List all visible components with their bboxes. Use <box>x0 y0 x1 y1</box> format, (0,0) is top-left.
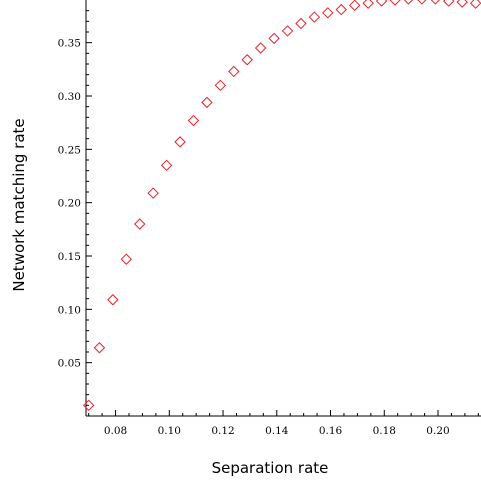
data-point <box>160 159 173 172</box>
data-point <box>93 342 106 354</box>
data-point <box>322 7 334 19</box>
y-tick-label: 0.25 <box>58 144 81 156</box>
data-point <box>430 0 440 5</box>
axes <box>85 0 481 417</box>
data-point <box>187 114 200 127</box>
data-point <box>375 0 388 7</box>
x-tick-label: 0.08 <box>104 425 127 437</box>
data-point <box>82 399 95 412</box>
x-ticks: 0.08 0.10 0.12 0.14 0.16 0.18 0.20 <box>88 410 479 437</box>
data-point <box>335 3 347 16</box>
data-point <box>201 96 213 109</box>
y-tick-label: 0.30 <box>58 91 81 103</box>
data-point <box>120 253 133 265</box>
x-tick-label: 0.18 <box>373 425 396 437</box>
y-axis-label: Network matching rate <box>10 118 28 291</box>
data-point <box>362 0 374 9</box>
data-point <box>241 54 253 66</box>
data-point <box>268 32 280 45</box>
data-point <box>417 0 427 5</box>
x-tick-label: 0.14 <box>265 425 289 437</box>
y-tick-label: 0.20 <box>58 198 81 210</box>
data-point <box>281 25 294 37</box>
data-point <box>443 0 455 7</box>
data-point <box>134 218 146 230</box>
data-points <box>82 0 481 412</box>
data-point <box>174 136 186 148</box>
data-point <box>389 0 401 6</box>
data-point <box>295 17 307 30</box>
data-point <box>308 11 321 23</box>
x-axis-label: Separation rate <box>212 459 329 477</box>
y-tick-label: 0.35 <box>58 38 81 50</box>
data-point <box>214 79 227 92</box>
x-tick-label: 0.12 <box>211 425 234 437</box>
x-tick-label: 0.16 <box>319 425 343 437</box>
x-tick-label: 0.20 <box>426 425 449 437</box>
data-point <box>456 0 468 8</box>
data-point <box>349 0 361 12</box>
data-point <box>147 187 159 199</box>
data-point <box>107 294 119 306</box>
y-tick-label: 0.05 <box>58 358 81 370</box>
y-tick-label: 0.15 <box>58 251 81 263</box>
data-point <box>254 42 267 54</box>
y-ticks: 0.05 0.10 0.15 0.20 0.25 0.30 0.35 <box>58 10 92 406</box>
data-point <box>469 0 481 9</box>
data-point <box>228 65 240 78</box>
y-tick-label: 0.10 <box>58 304 81 316</box>
data-point <box>403 0 414 5</box>
x-tick-label: 0.10 <box>158 425 181 437</box>
